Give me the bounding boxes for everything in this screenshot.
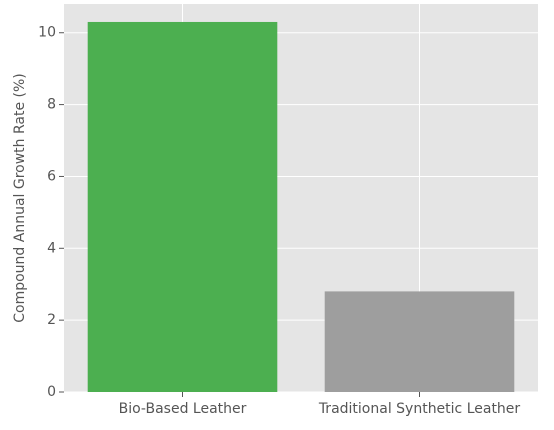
x-tick-label: Bio-Based Leather: [119, 401, 247, 417]
y-tick-label: 0: [47, 384, 56, 400]
y-axis-label: Compound Annual Growth Rate (%): [12, 73, 28, 323]
y-tick-label: 10: [38, 25, 56, 41]
bar: [87, 21, 278, 393]
y-tick-label: 6: [47, 168, 56, 184]
y-tick-label: 8: [47, 97, 56, 113]
x-tick-label: Traditional Synthetic Leather: [318, 401, 521, 417]
bar: [324, 291, 515, 392]
y-tick-label: 2: [47, 312, 56, 328]
y-tick-label: 4: [47, 240, 56, 256]
